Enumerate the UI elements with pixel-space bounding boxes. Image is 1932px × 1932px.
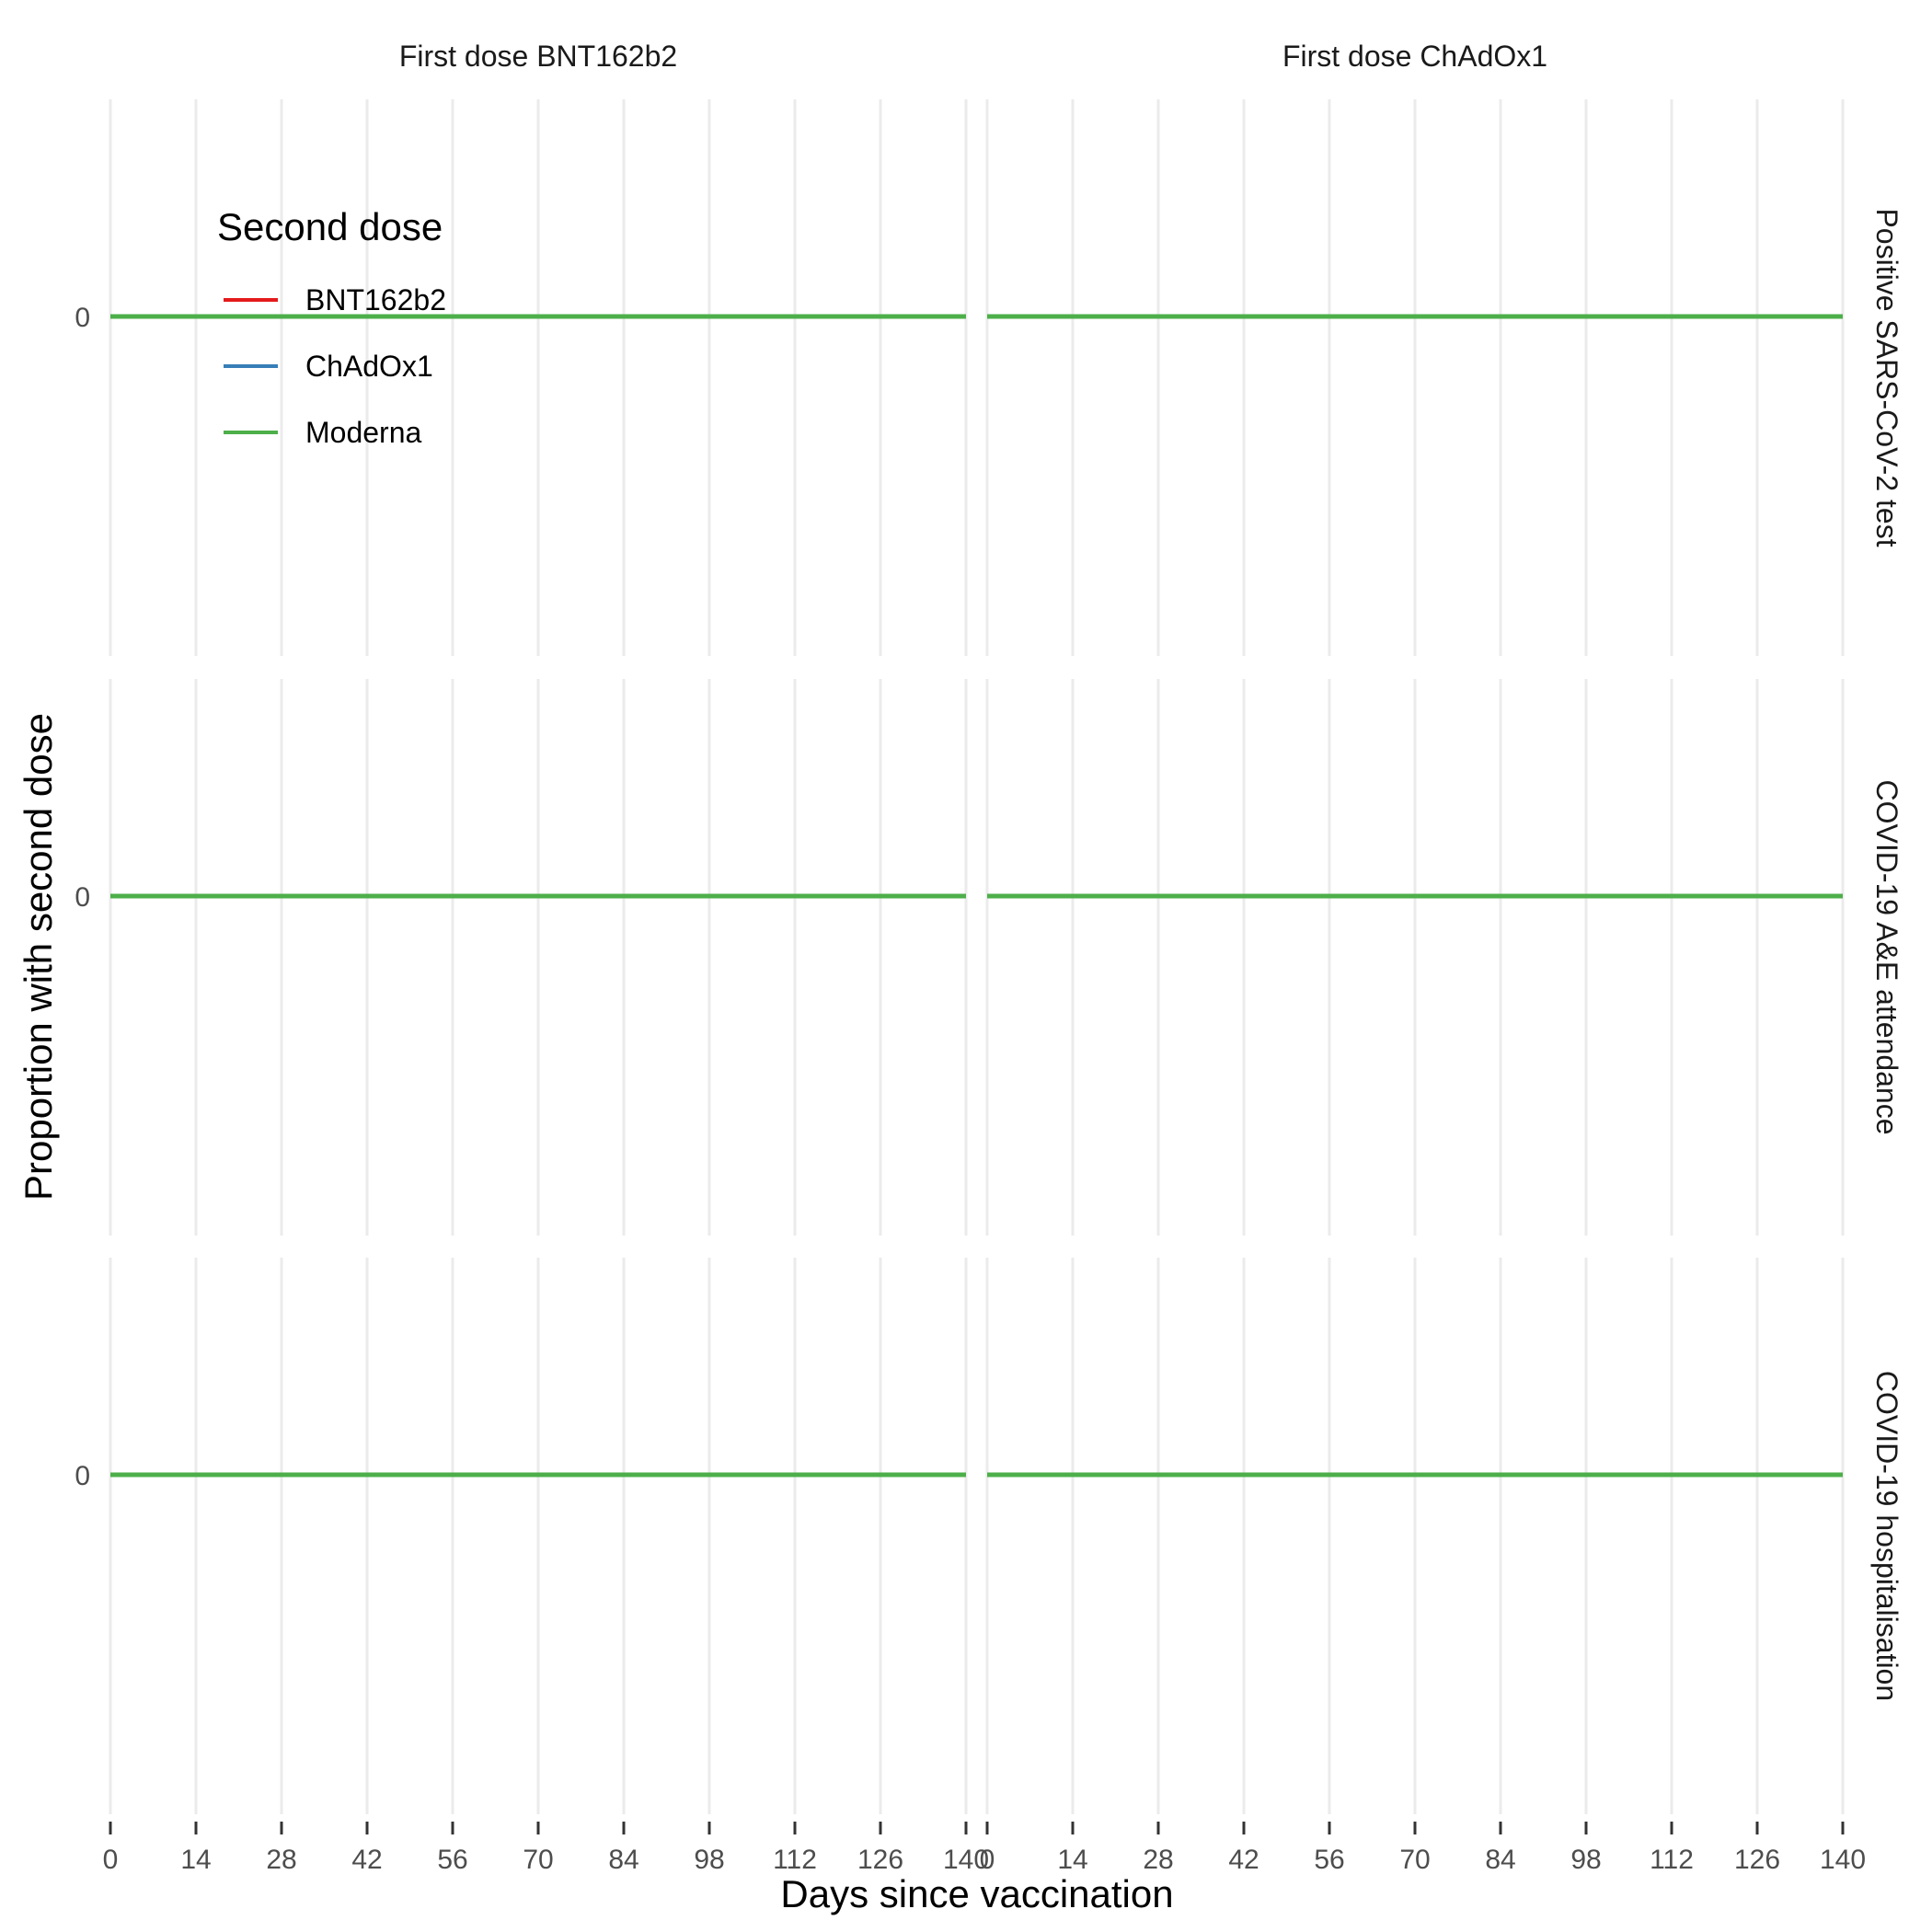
panel — [985, 99, 1845, 656]
x-tick-label: 56 — [437, 1845, 467, 1875]
y-axis-title: Proportion with second dose — [17, 713, 60, 1201]
x-tick-label: 112 — [1650, 1845, 1694, 1875]
x-tick-label: 14 — [180, 1845, 211, 1875]
legend: Second dose BNT162b2 ChAdOx1 Moderna — [217, 205, 446, 449]
x-tick-label: 126 — [1734, 1845, 1780, 1875]
facet-strip-row: COVID-19 hospitalisation — [1870, 1371, 1903, 1701]
facet-strip-row: Positive SARS-CoV-2 test — [1870, 208, 1903, 546]
facet-strips: Positive SARS-CoV-2 test COVID-19 A&E att… — [399, 40, 1903, 1701]
facet-strip-column: First dose BNT162b2 — [399, 40, 677, 73]
legend-title: Second dose — [217, 205, 443, 248]
x-tick-label: 140 — [1820, 1845, 1866, 1875]
x-tick-label: 0 — [103, 1845, 119, 1875]
x-tick-label: 140 — [943, 1845, 989, 1875]
panel — [985, 1258, 1845, 1814]
panel — [985, 679, 1845, 1236]
x-tick-label: 112 — [773, 1845, 817, 1875]
x-tick-label: 56 — [1314, 1845, 1344, 1875]
x-tick-label: 126 — [857, 1845, 903, 1875]
y-tick-label: 0 — [75, 1461, 90, 1491]
facet-strip-row: COVID-19 A&E attendance — [1870, 780, 1903, 1135]
panel — [109, 1258, 968, 1814]
y-axes: 0 0 0 — [75, 303, 90, 1491]
legend-label: Moderna — [305, 416, 422, 449]
facet-strip-column: First dose ChAdOx1 — [1282, 40, 1547, 73]
x-tick-label: 0 — [980, 1845, 995, 1875]
x-axis-title: Days since vaccination — [780, 1872, 1173, 1915]
x-tick-label: 28 — [266, 1845, 296, 1875]
legend-label: BNT162b2 — [305, 283, 446, 316]
panel — [109, 679, 968, 1236]
x-tick-label: 70 — [1399, 1845, 1430, 1875]
x-tick-label: 42 — [351, 1845, 382, 1875]
x-tick-label: 84 — [1485, 1845, 1515, 1875]
y-tick-label: 0 — [75, 882, 90, 913]
x-tick-label: 84 — [608, 1845, 638, 1875]
x-tick-label: 28 — [1143, 1845, 1173, 1875]
x-tick-label: 14 — [1057, 1845, 1087, 1875]
legend-label: ChAdOx1 — [305, 350, 433, 383]
x-tick-label: 70 — [523, 1845, 553, 1875]
panels — [109, 99, 1845, 1814]
x-tick-label: 98 — [1570, 1845, 1601, 1875]
x-tick-label: 42 — [1228, 1845, 1259, 1875]
y-tick-label: 0 — [75, 303, 90, 333]
panel — [109, 99, 968, 656]
x-tick-label: 98 — [694, 1845, 724, 1875]
